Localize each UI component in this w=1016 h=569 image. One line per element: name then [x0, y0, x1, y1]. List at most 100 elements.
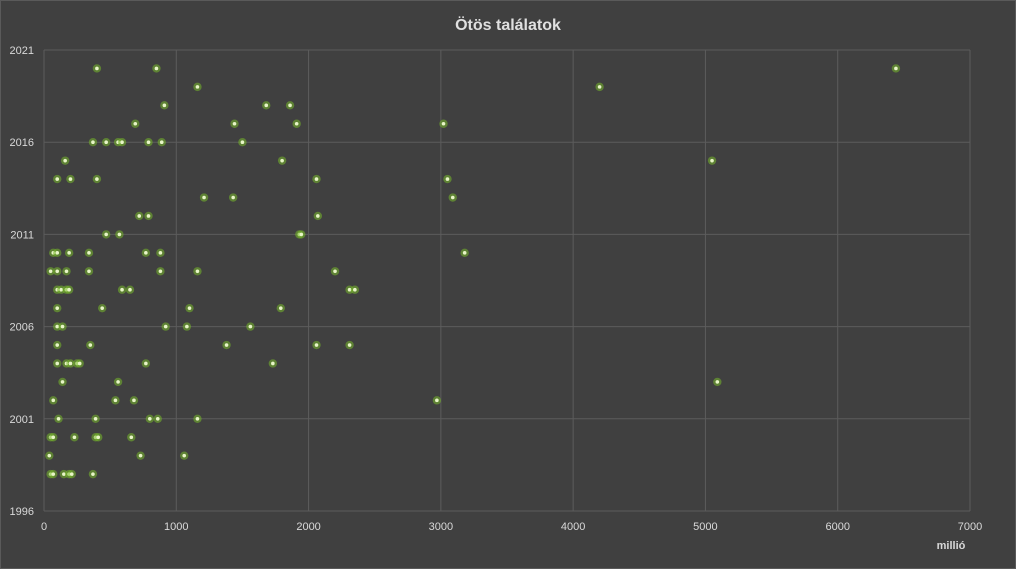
data-point-marker — [60, 380, 65, 384]
data-point — [64, 248, 74, 258]
data-point-marker — [314, 343, 319, 347]
data-point — [46, 267, 55, 276]
data-point — [443, 174, 452, 184]
chart-title: Ötös találatok — [455, 15, 561, 34]
data-point-marker — [316, 214, 320, 218]
data-point-marker — [51, 472, 56, 476]
data-point — [144, 211, 153, 221]
data-point — [268, 359, 278, 368]
data-point — [75, 359, 84, 368]
data-point — [117, 285, 127, 294]
data-point-marker — [280, 158, 284, 163]
data-point — [141, 359, 151, 368]
data-point — [49, 469, 58, 479]
data-point-marker — [435, 398, 439, 403]
data-point-marker — [60, 324, 65, 329]
data-point — [94, 433, 103, 442]
data-point-marker — [72, 435, 77, 440]
data-point — [66, 359, 75, 368]
data-point — [58, 377, 67, 387]
data-point-marker — [347, 343, 352, 347]
data-point — [111, 396, 120, 405]
data-point-marker — [104, 140, 108, 144]
data-point-marker — [56, 417, 61, 421]
data-point — [53, 267, 62, 276]
data-point — [277, 156, 287, 165]
data-point-marker — [100, 306, 105, 310]
data-point — [49, 433, 58, 442]
data-point — [222, 340, 231, 350]
data-point-marker — [93, 417, 98, 421]
data-point — [62, 267, 71, 276]
data-point-marker — [240, 140, 245, 144]
data-point-marker — [182, 453, 187, 458]
data-point-marker — [195, 269, 200, 274]
data-point — [145, 414, 155, 423]
data-point — [117, 138, 127, 147]
data-point-marker — [55, 269, 60, 274]
data-point — [45, 451, 54, 460]
data-point-marker — [148, 417, 152, 421]
data-point-marker — [715, 380, 720, 384]
data-point — [345, 340, 354, 350]
data-point-marker — [62, 472, 66, 476]
data-point-marker — [202, 195, 206, 200]
data-point-marker — [55, 306, 60, 310]
data-point — [185, 303, 194, 313]
data-point — [141, 248, 151, 258]
data-point-marker — [462, 251, 467, 255]
x-tick-label: 3000 — [429, 521, 453, 533]
data-point-marker — [278, 306, 283, 310]
data-point-marker — [162, 103, 167, 108]
data-point-marker — [353, 287, 357, 292]
data-point — [439, 119, 448, 128]
data-point-marker — [55, 324, 60, 329]
data-point — [91, 414, 100, 423]
data-point-marker — [232, 121, 237, 126]
data-point — [180, 451, 189, 460]
data-point — [131, 119, 140, 128]
data-point — [64, 285, 74, 294]
data-point-marker — [248, 324, 253, 329]
x-tick-label: 4000 — [561, 521, 585, 533]
data-point-marker — [55, 343, 60, 347]
x-tick-label: 6000 — [825, 521, 849, 533]
data-point — [113, 377, 123, 387]
data-point-marker — [95, 177, 99, 181]
data-point-marker — [68, 361, 73, 366]
x-tick-label: 7000 — [958, 521, 982, 533]
data-point-marker — [59, 287, 63, 292]
data-point — [67, 469, 76, 479]
data-point — [228, 193, 238, 202]
data-point — [246, 322, 255, 331]
data-point-marker — [96, 435, 101, 440]
data-point-marker — [158, 251, 163, 255]
data-point — [193, 267, 202, 276]
data-point-marker — [95, 66, 99, 71]
data-point — [115, 230, 124, 239]
data-point — [285, 101, 295, 110]
data-point — [53, 340, 62, 350]
data-point-marker — [195, 417, 200, 421]
data-point — [193, 414, 202, 423]
data-point-marker — [104, 232, 108, 237]
data-point-marker — [67, 251, 71, 255]
data-point — [156, 267, 165, 276]
data-point-marker — [445, 177, 450, 181]
data-point-marker — [187, 306, 192, 310]
data-point-marker — [63, 158, 67, 163]
data-point-marker — [158, 269, 163, 274]
data-point — [156, 248, 165, 258]
data-point — [53, 359, 62, 368]
data-point — [595, 82, 604, 92]
data-point-marker — [55, 177, 60, 181]
data-point-marker — [450, 195, 455, 200]
gridlines — [43, 49, 971, 512]
data-point-marker — [185, 324, 189, 329]
x-tick-label: 2000 — [296, 521, 320, 533]
axis-labels: 0 1000 2000 3000 4000 5000 6000 7000 1996 2001 200… — [10, 45, 983, 533]
data-point — [193, 82, 202, 92]
data-point — [891, 64, 901, 73]
data-point — [312, 340, 321, 350]
data-point — [92, 64, 102, 73]
